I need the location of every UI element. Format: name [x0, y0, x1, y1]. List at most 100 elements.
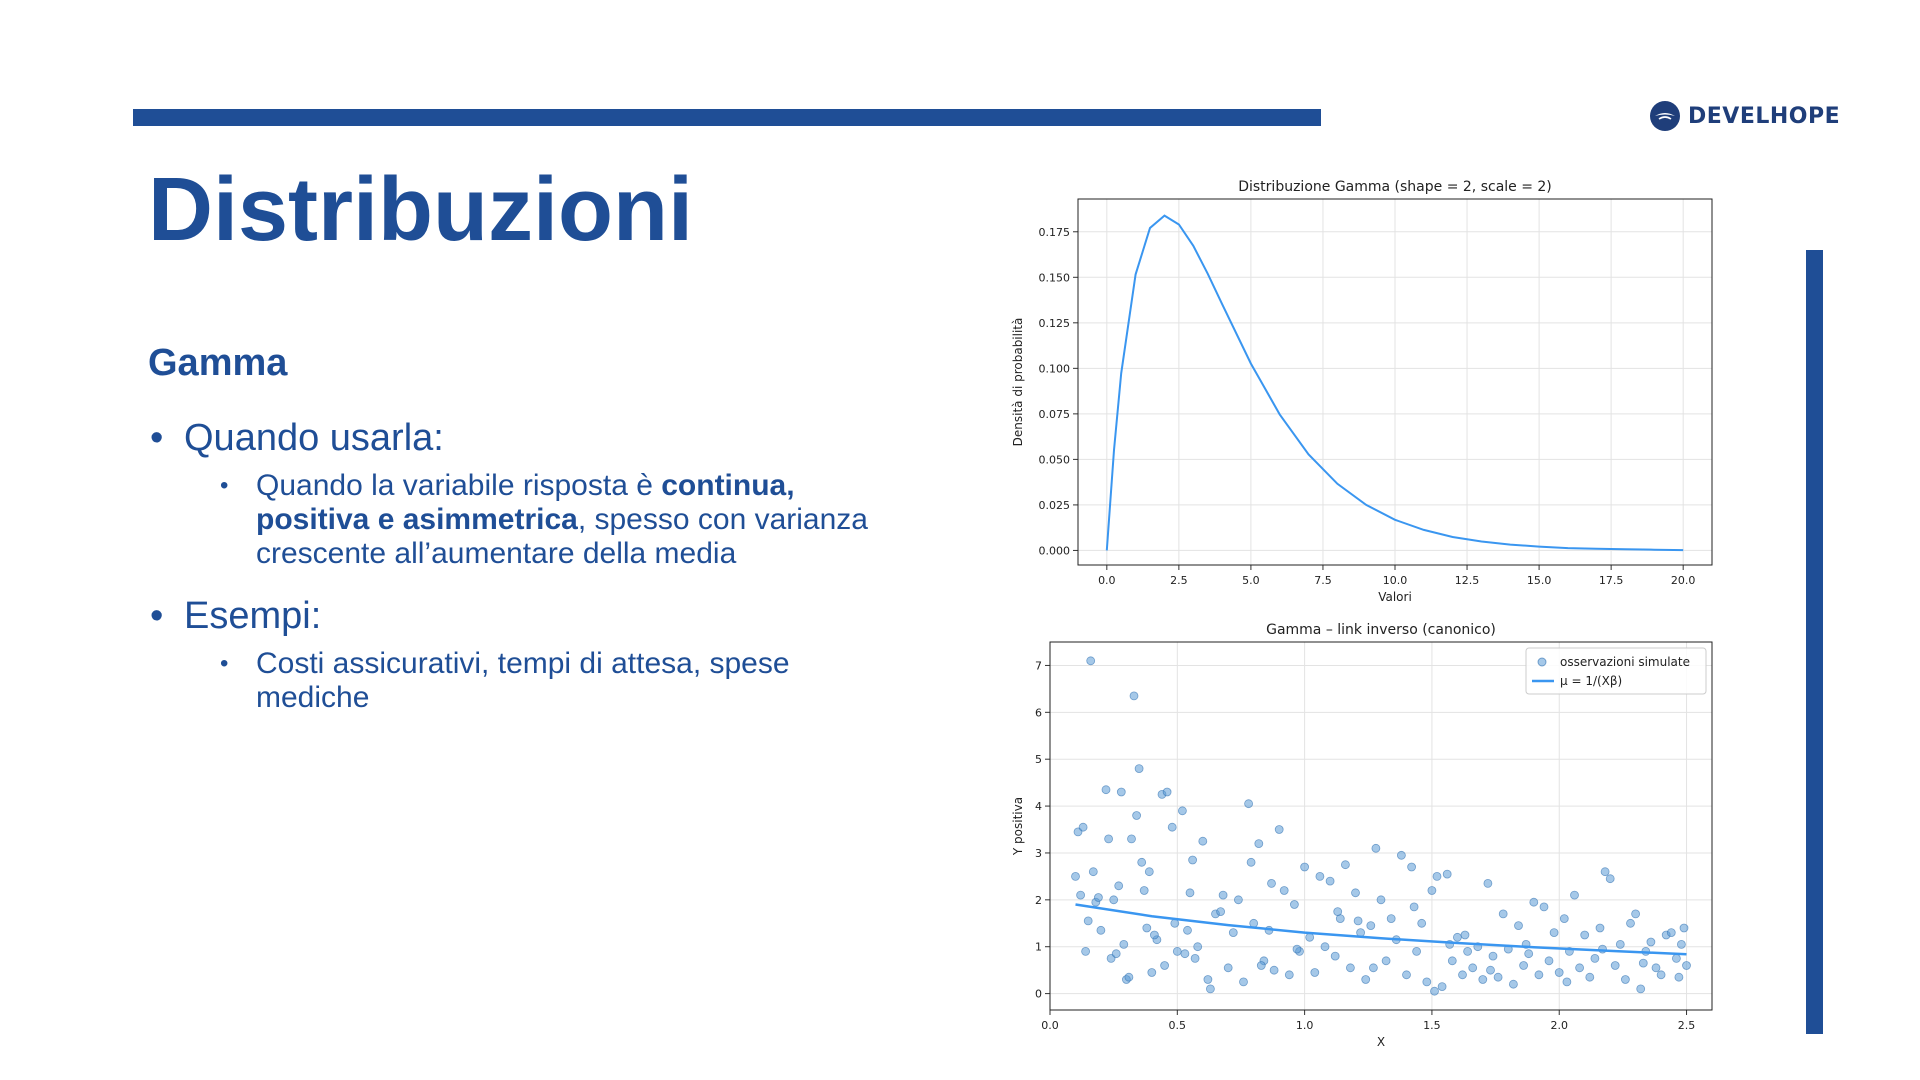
x-tick-label: 1.0	[1296, 1019, 1314, 1032]
data-point	[1300, 862, 1310, 872]
data-point	[1407, 862, 1417, 872]
y-axis-label: Densità di probabilità	[1011, 318, 1025, 447]
data-point	[1447, 956, 1457, 966]
bullet-list: Quando usarla: Quando la variabile rispos…	[148, 415, 888, 715]
y-tick-label: 0	[1035, 988, 1042, 1001]
data-point	[1386, 914, 1396, 924]
x-tick-label: 17.5	[1599, 574, 1624, 587]
data-point	[1203, 975, 1213, 984]
data-point	[1185, 888, 1195, 898]
y-tick-label: 6	[1035, 706, 1042, 719]
x-tick-label: 0.5	[1169, 1019, 1187, 1032]
data-point	[1600, 867, 1610, 877]
x-tick-label: 2.0	[1550, 1019, 1568, 1032]
data-point	[1458, 970, 1467, 980]
data-point	[1170, 918, 1180, 928]
data-point	[1167, 822, 1177, 832]
data-point	[1554, 968, 1564, 977]
data-point	[1488, 951, 1498, 961]
x-tick-label: 2.5	[1170, 574, 1188, 587]
data-point	[1267, 878, 1276, 888]
plot-frame	[1049, 641, 1713, 1011]
data-point	[1610, 961, 1620, 970]
data-point	[1205, 984, 1215, 994]
data-point	[1486, 965, 1495, 975]
density-curve	[1105, 214, 1684, 552]
plot-frame	[1077, 198, 1713, 566]
data-point	[1083, 916, 1093, 926]
data-point	[1086, 656, 1096, 666]
x-tick-label: 0.0	[1041, 1019, 1059, 1032]
x-tick-label: 7.5	[1314, 574, 1332, 587]
y-tick-label: 0.150	[1039, 271, 1071, 284]
top-accent-bar	[133, 109, 1321, 126]
legend-marker-scatter	[1537, 657, 1547, 667]
data-point	[1119, 939, 1129, 949]
gamma-density-chart: 0.0 2.5 5.0 7.5 10.0 12.5 15.0 17.5 20.0 0.000 0.0…	[1011, 179, 1713, 604]
data-point	[1409, 902, 1419, 912]
slide-subtitle: Gamma	[148, 342, 288, 384]
data-point	[1340, 860, 1350, 870]
y-axis-label: Y positiva	[1011, 797, 1025, 856]
data-point	[1402, 970, 1411, 980]
data-point	[1361, 975, 1371, 984]
data-point	[1292, 944, 1302, 954]
data-point	[1320, 942, 1330, 952]
y-tick-label: 5	[1035, 753, 1042, 766]
data-point	[1139, 886, 1149, 895]
data-point	[1524, 949, 1534, 959]
data-point	[1437, 982, 1447, 992]
bullet-item: Esempi:	[148, 593, 888, 639]
data-point	[1595, 923, 1605, 933]
data-point	[1116, 787, 1126, 797]
data-point	[1672, 953, 1681, 963]
bullet-item: Quando usarla:	[148, 415, 888, 461]
data-point	[1114, 881, 1124, 891]
data-point	[1330, 951, 1340, 961]
data-point	[1562, 977, 1572, 987]
develhope-logo-icon	[1650, 101, 1680, 131]
data-point	[1188, 855, 1198, 865]
data-point	[1422, 977, 1432, 987]
x-axis-label: X	[1377, 1035, 1385, 1049]
data-point	[1575, 963, 1584, 973]
x-tick-label: 1.5	[1423, 1019, 1441, 1032]
data-point	[1366, 921, 1376, 931]
data-point	[1666, 928, 1676, 938]
data-point	[1274, 825, 1284, 834]
data-point	[1078, 822, 1088, 832]
data-point	[1605, 874, 1615, 884]
y-tick-label: 2	[1035, 894, 1042, 907]
data-point	[1534, 970, 1544, 980]
y-tick-label: 7	[1035, 659, 1042, 672]
y-tick-label: 3	[1035, 847, 1042, 860]
sub-bullet-text: Costi assicurativi, tempi di attesa, spe…	[256, 647, 790, 714]
brand-name: DEVELHOPE	[1688, 103, 1841, 129]
data-point	[1396, 850, 1406, 860]
x-tick-label: 15.0	[1527, 574, 1552, 587]
data-point	[1417, 918, 1427, 928]
y-tick-label: 0.075	[1039, 408, 1071, 421]
data-point	[1183, 925, 1192, 935]
data-point	[1149, 930, 1159, 940]
data-point	[1468, 963, 1478, 973]
data-point	[1585, 972, 1595, 982]
data-point	[1096, 925, 1106, 935]
x-tick-label: 12.5	[1455, 574, 1480, 587]
data-point	[1233, 895, 1243, 905]
data-point	[1539, 902, 1549, 912]
data-point	[1193, 942, 1203, 952]
data-point	[1162, 787, 1172, 797]
data-point	[1368, 963, 1378, 973]
x-tick-label: 0.0	[1098, 574, 1116, 587]
data-point	[1674, 972, 1684, 982]
data-point	[1223, 963, 1233, 973]
data-point	[1549, 928, 1559, 938]
data-point	[1529, 897, 1539, 907]
legend-label-scatter: osservazioni simulate	[1560, 655, 1690, 669]
data-point	[1333, 907, 1343, 917]
sub-bullet-emphasis: continua, positiva e asimmetrica	[256, 469, 795, 536]
data-point	[1682, 961, 1691, 970]
data-point	[1177, 806, 1187, 816]
data-point	[1483, 878, 1493, 888]
